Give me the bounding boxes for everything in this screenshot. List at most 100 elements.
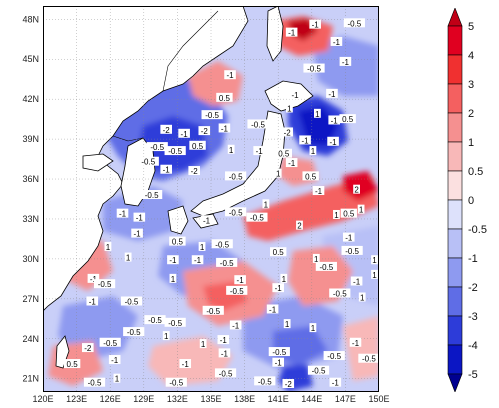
contour-label-bg xyxy=(227,144,235,154)
contour-label: -1 xyxy=(329,377,342,388)
contour-label: -1 xyxy=(234,275,246,285)
contour-label-text: -1 xyxy=(345,234,353,243)
contour-label-text: -0.5 xyxy=(169,379,183,388)
longitude-label: 141E xyxy=(268,394,289,404)
contour-label-bg xyxy=(285,158,298,168)
contour-label: -0.5 xyxy=(94,279,116,289)
contour-label-bg xyxy=(268,347,290,357)
latitude-label: 45N xyxy=(22,54,39,64)
border-china-russia xyxy=(162,10,219,92)
contour-label: -1 xyxy=(309,19,321,30)
contour-label-bg xyxy=(253,146,265,156)
contour-label: 0.5 xyxy=(340,208,357,219)
contour-label: 0.5 xyxy=(169,236,186,247)
contour-label-text: -2 xyxy=(191,167,199,176)
contour-label-bg xyxy=(137,156,159,166)
contour-label-text: -0.5 xyxy=(220,259,234,268)
contour-label-bg xyxy=(330,36,343,46)
contour-label-bg xyxy=(160,164,172,174)
longitude-label: 135E xyxy=(200,394,221,404)
border-china-korea xyxy=(112,135,144,142)
contour-label-bg xyxy=(272,357,284,367)
contour-label-text: 0.5 xyxy=(219,94,231,103)
contour-label-bg xyxy=(266,304,279,314)
contour-label: 1 xyxy=(309,146,317,156)
contour-label-text: -0.5 xyxy=(215,240,229,249)
contour-label: -0.5 xyxy=(216,257,238,268)
contour-label: -1 xyxy=(285,27,298,38)
contour-label-bg xyxy=(307,365,330,375)
contour-label-text: -1 xyxy=(221,124,229,133)
contour-label: -1 xyxy=(178,128,190,139)
contour-label: -0.5 xyxy=(246,212,268,223)
colorbar-box xyxy=(447,8,463,27)
contour-label-text: 1 xyxy=(311,324,316,333)
contour-label-text: -1 xyxy=(275,359,283,368)
contour-label-text: -1 xyxy=(194,256,202,265)
contour-label-text: -0.5 xyxy=(98,280,112,289)
contour-label-bg xyxy=(371,255,378,265)
contour-label: 0.5 xyxy=(270,247,287,257)
contour-label-bg xyxy=(87,273,100,283)
contour-label-bg xyxy=(162,331,170,341)
contour-label-text: 1 xyxy=(276,170,281,179)
contour-label-text: -1 xyxy=(330,138,338,147)
contour-label-text: -0.5 xyxy=(150,143,164,152)
colorbar-box xyxy=(447,54,463,85)
contour-label: -0.5 xyxy=(83,377,106,388)
contour-label-bg xyxy=(224,70,236,80)
contour-label: 1 xyxy=(162,331,170,341)
contour-label-bg xyxy=(326,88,338,98)
contour-label-bg xyxy=(333,209,340,219)
contour-label-bg xyxy=(286,103,293,113)
contour-label-text: -0.5 xyxy=(148,316,162,325)
contour-label-bg xyxy=(341,245,363,255)
contour-label: -1 xyxy=(131,228,143,239)
contour-label-text: -0.5 xyxy=(333,290,347,299)
contour-label-bg xyxy=(349,337,362,347)
contour-label-text: -0.5 xyxy=(250,214,264,223)
contour-label-text: -0.5 xyxy=(125,297,139,306)
contour-label-bg xyxy=(309,19,321,29)
contour-label: 2 xyxy=(296,220,303,231)
contour-label-bg xyxy=(309,146,317,156)
contour-label-text: 1 xyxy=(372,271,377,280)
contour-label: 1 xyxy=(227,144,235,155)
contour-label-text: 1 xyxy=(334,211,339,220)
contour-label: 1 xyxy=(124,252,132,263)
contour-label-bg xyxy=(272,283,284,293)
contour-label: -0.5 xyxy=(358,353,379,364)
latitude-label: 33N xyxy=(22,214,39,224)
contour-label-bg xyxy=(327,136,339,146)
contour-label: -1 xyxy=(224,70,236,80)
contour-label: -1 xyxy=(218,348,231,358)
contour-label-text: -1 xyxy=(275,284,283,293)
contour-label: -0.5 xyxy=(141,190,163,200)
contour-label-bg xyxy=(104,241,112,251)
contour-label-bg xyxy=(262,199,270,209)
contour-label-text: -1 xyxy=(226,71,234,80)
contour-label: -1 xyxy=(87,273,100,284)
contour-label-text: -2 xyxy=(284,128,292,137)
contour-label: 1 xyxy=(280,273,288,284)
map-border xyxy=(43,6,379,392)
contour-label-text: -0.5 xyxy=(229,172,243,181)
land-sakhalin xyxy=(266,6,284,62)
contour-label: -0.5 xyxy=(202,305,224,316)
colorbar-box xyxy=(447,170,463,201)
longitude-label: 132E xyxy=(167,394,188,404)
contour-label-text: 1 xyxy=(285,320,290,329)
contour-label-bg xyxy=(189,140,206,150)
contour-label: 0.5 xyxy=(216,92,233,103)
contour-label-bg xyxy=(254,376,276,386)
contour-label: 1 xyxy=(199,339,207,349)
contour-label-bg xyxy=(201,110,223,120)
contour-label-bg xyxy=(99,337,121,347)
contour-label-bg xyxy=(144,315,166,325)
contour-label: -1 xyxy=(349,337,362,348)
contour-label-text: 1 xyxy=(171,275,176,284)
contour-label-bg xyxy=(167,255,179,265)
contour-label-text: 1 xyxy=(282,275,287,284)
contour-label-text: 0.5 xyxy=(273,248,285,257)
contour-label-text: -1 xyxy=(291,91,299,100)
